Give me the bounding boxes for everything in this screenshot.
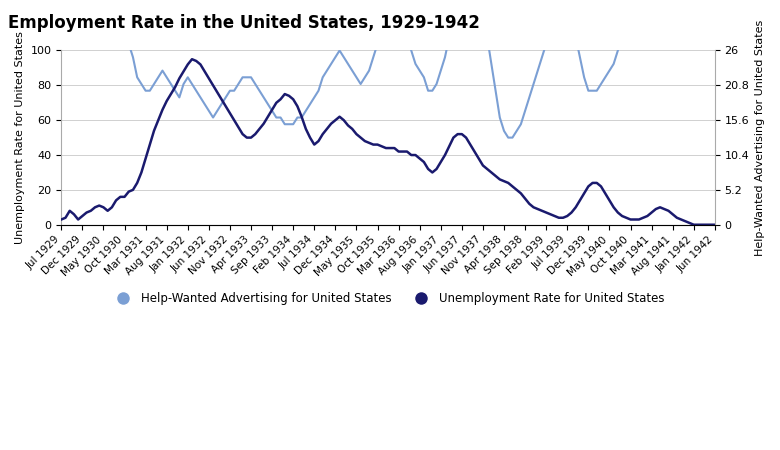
Text: Employment Rate in the United States, 1929-1942: Employment Rate in the United States, 19… [8, 14, 480, 32]
Y-axis label: Help-Wanted Advertising for United States: Help-Wanted Advertising for United State… [755, 19, 765, 256]
Y-axis label: Unemployment Rate for United States: Unemployment Rate for United States [15, 31, 25, 244]
Legend: Help-Wanted Advertising for United States, Unemployment Rate for United States: Help-Wanted Advertising for United State… [107, 287, 669, 310]
